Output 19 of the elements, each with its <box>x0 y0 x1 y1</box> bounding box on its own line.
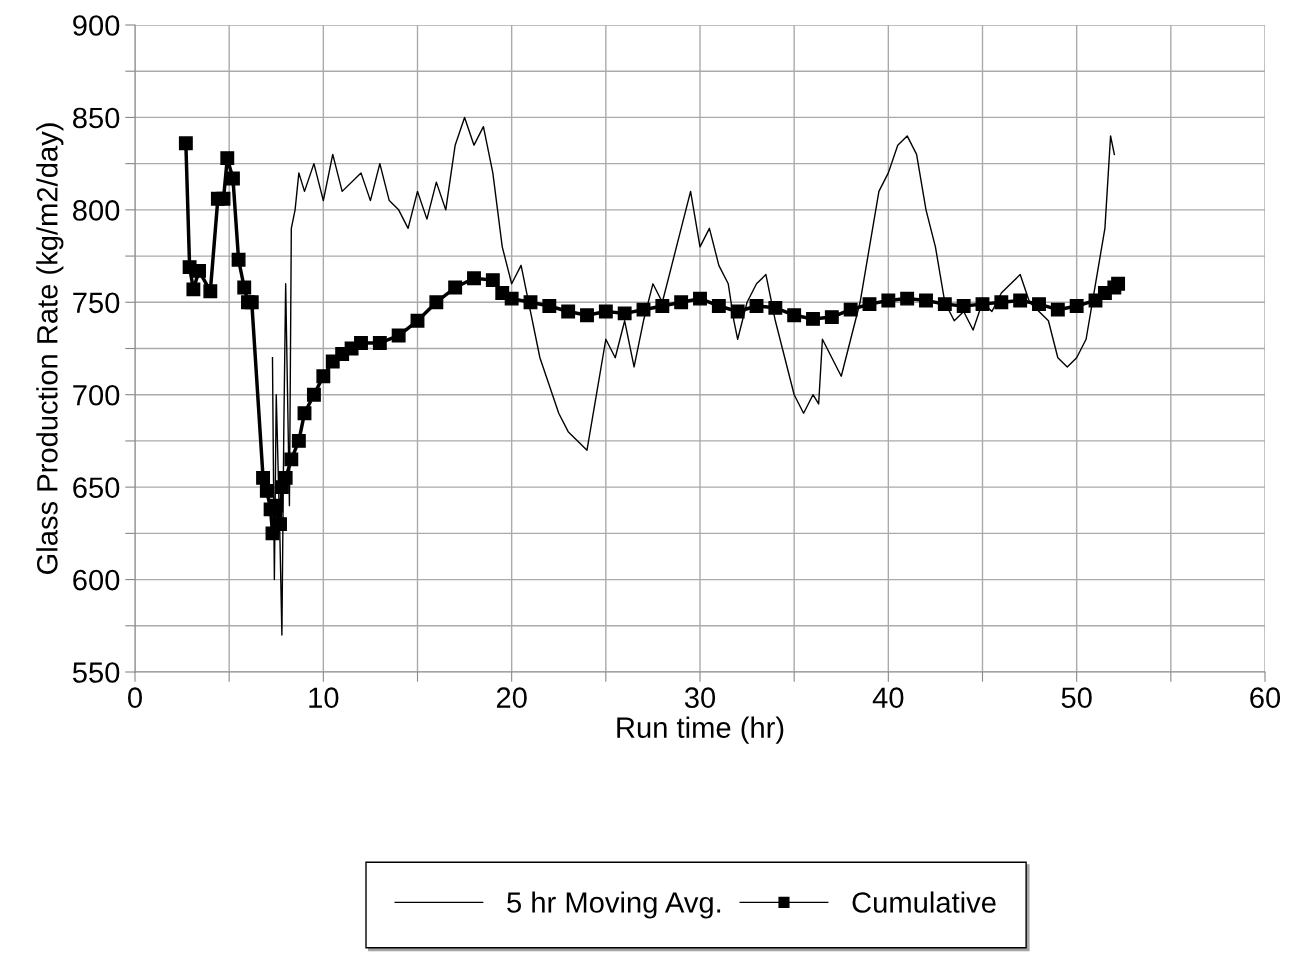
y-tick-label: 850 <box>73 107 120 129</box>
y-tick-label: 550 <box>72 662 120 683</box>
x-tick-label: 50 <box>1061 687 1092 709</box>
y-tick-label: 600 <box>73 569 120 591</box>
y-axis-title: Glass Production Rate (kg/m2/day) <box>36 123 64 574</box>
y-tick-label: 750 <box>73 292 120 314</box>
y-tick-label: 900 <box>73 15 120 36</box>
x-tick-label: 60 <box>1250 687 1281 709</box>
x-axis-title: Run time (hr) <box>617 716 784 744</box>
y-tick-label: 800 <box>73 200 120 221</box>
x-tick-label: 10 <box>309 687 339 709</box>
y-tick-label: 700 <box>73 384 120 406</box>
x-tick-label: 20 <box>496 687 527 709</box>
y-tick-label: 650 <box>73 477 120 498</box>
x-tick-label: 30 <box>684 687 716 709</box>
x-tick-label: 0 <box>128 687 142 709</box>
legend-label: Cumulative <box>852 891 996 913</box>
x-tick-label: 40 <box>872 687 904 709</box>
legend-label: 5 hr Moving Avg. <box>507 891 721 919</box>
